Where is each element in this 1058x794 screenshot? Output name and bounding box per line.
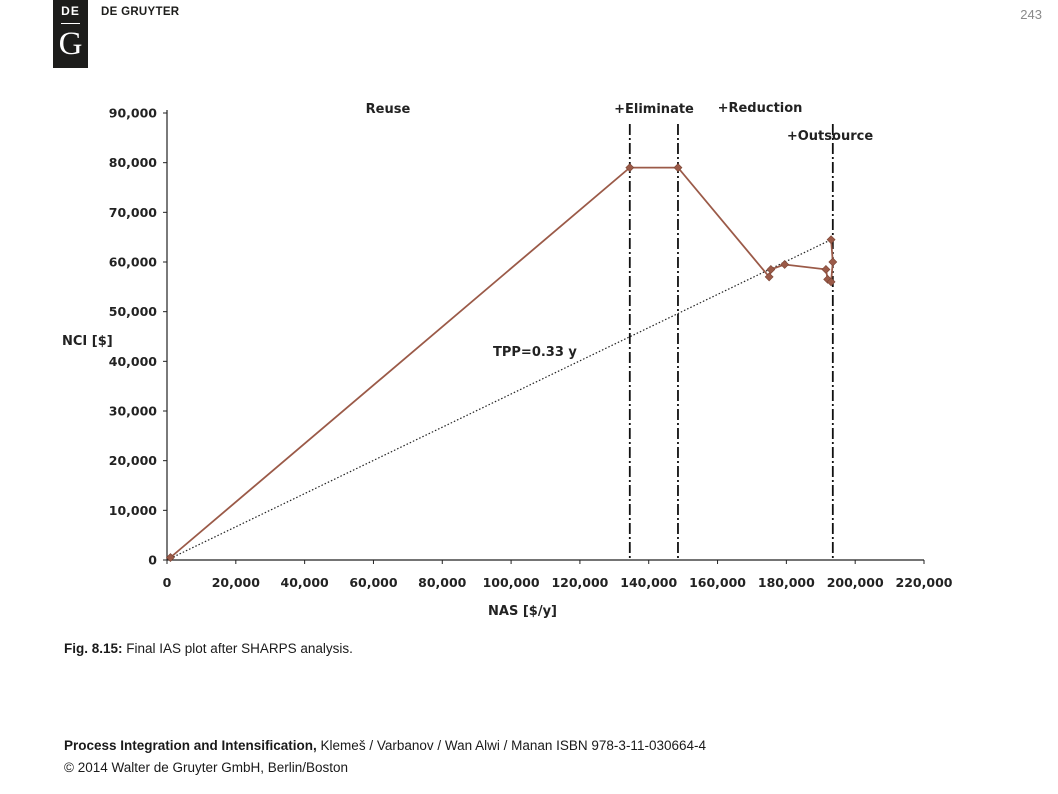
logo-de-text: DE — [61, 4, 80, 18]
y-tick-label: 30,000 — [109, 404, 158, 419]
data-point-marker — [826, 277, 836, 287]
y-tick-label: 60,000 — [109, 255, 158, 270]
data-point-marker — [780, 260, 790, 269]
data-point-marker — [766, 265, 776, 274]
caption-label: Fig. 8.15: — [64, 641, 123, 656]
y-tick-label: 20,000 — [109, 453, 158, 468]
page-number: 243 — [1020, 7, 1042, 22]
y-tick-label: 40,000 — [109, 354, 158, 369]
x-axis-title: NAS [$/y] — [488, 604, 557, 619]
y-tick-label: 10,000 — [109, 503, 158, 518]
region-label: +Outsource — [787, 129, 873, 144]
tpp-label: TPP=0.33 y — [493, 345, 577, 360]
ias-plot-chart: 0 10,000 20,000 30,000 40,000 50,000 60,000 70,… — [62, 101, 953, 619]
data-point-marker — [828, 257, 838, 267]
figure-caption: Fig. 8.15: Final IAS plot after SHARPS a… — [64, 641, 353, 656]
tpp-reference-line — [166, 239, 832, 561]
x-tick-label: 20,000 — [212, 575, 261, 590]
x-tick-label: 40,000 — [281, 575, 330, 590]
series-line — [169, 166, 834, 559]
caption-text: Final IAS plot after SHARPS analysis. — [122, 641, 353, 656]
data-point-marker — [166, 553, 175, 562]
x-tick-label: 220,000 — [896, 575, 953, 590]
data-point-marker — [826, 235, 836, 245]
region-label: +Eliminate — [614, 102, 694, 117]
x-tick-label: 0 — [163, 575, 172, 590]
x-tick-label: 80,000 — [418, 575, 467, 590]
region-label: +Reduction — [718, 101, 803, 116]
data-point-marker — [625, 163, 635, 173]
footer-book-title: Process Integration and Intensification, — [64, 738, 317, 753]
data-point-marker — [673, 163, 683, 173]
x-tick-label: 200,000 — [827, 575, 884, 590]
y-tick-label: 90,000 — [109, 106, 158, 121]
y-tick-label: 0 — [148, 553, 157, 568]
x-tick-label: 120,000 — [551, 575, 608, 590]
y-tick-label: 80,000 — [109, 155, 158, 170]
publisher-logo: DE G — [53, 0, 88, 68]
y-tick-label: 50,000 — [109, 304, 158, 319]
x-tick-label: 160,000 — [689, 575, 746, 590]
logo-g-text: G — [58, 26, 83, 62]
y-axis-title: NCI [$] — [62, 334, 113, 349]
x-tick-label: 100,000 — [483, 575, 540, 590]
publisher-name: DE GRUYTER — [101, 6, 180, 18]
data-point-marker — [821, 265, 831, 274]
x-tick-label: 180,000 — [758, 575, 815, 590]
footer-book-details: Klemeš / Varbanov / Wan Alwi / Manan ISB… — [316, 738, 706, 753]
data-point-marker — [764, 272, 774, 282]
y-tick-label: 70,000 — [109, 205, 158, 220]
footer-copyright: © 2014 Walter de Gruyter GmbH, Berlin/Bo… — [64, 760, 349, 775]
region-label: Reuse — [366, 102, 411, 117]
logo-divider — [61, 23, 80, 24]
x-tick-label: 140,000 — [620, 575, 677, 590]
footer-citation: Process Integration and Intensification,… — [64, 738, 706, 753]
x-tick-label: 60,000 — [349, 575, 398, 590]
